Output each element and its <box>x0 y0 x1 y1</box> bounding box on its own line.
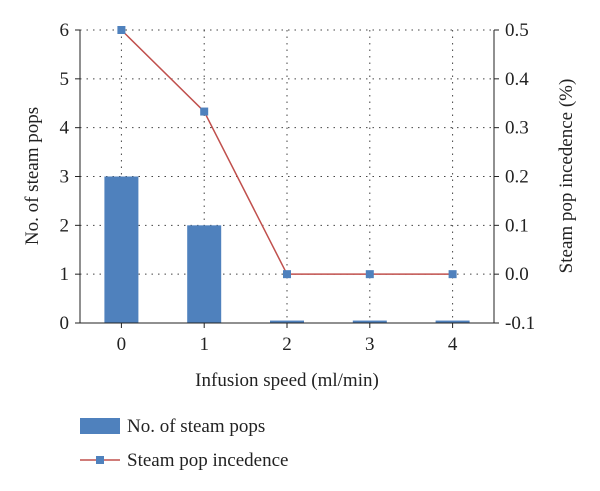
y-axis-left-title: No. of steam pops <box>22 107 43 245</box>
tick-label-x: 1 <box>199 334 209 355</box>
legend-bar-label: No. of steam pops <box>127 416 265 437</box>
point-2 <box>283 270 291 279</box>
tick-label-left: 6 <box>60 20 70 41</box>
legend-line-label: Steam pop incedence <box>127 450 288 471</box>
tick-label-right: 0.1 <box>505 215 529 236</box>
tick-label-left: 4 <box>60 118 70 139</box>
tick-label-left: 3 <box>60 167 70 188</box>
point-0 <box>117 26 126 34</box>
tick-label-left: 2 <box>60 215 70 236</box>
line-series <box>117 26 457 279</box>
bar-series <box>104 176 470 323</box>
tick-label-x: 3 <box>365 334 375 355</box>
bar-3 <box>352 320 387 323</box>
incidence-line <box>120 29 453 275</box>
grid <box>80 29 494 323</box>
y-axis-right-title: Steam pop incedence (%) <box>556 79 577 274</box>
bar-1 <box>187 225 222 323</box>
point-4 <box>448 270 457 279</box>
point-3 <box>365 270 374 279</box>
tick-label-left: 5 <box>60 69 70 90</box>
tick-label-x: 0 <box>117 334 127 355</box>
tick-label-x: 4 <box>448 334 458 355</box>
tick-label-x: 2 <box>282 334 292 355</box>
bar-0 <box>104 176 139 323</box>
tick-label-right: 0.3 <box>505 118 529 139</box>
legend-bar-swatch <box>80 418 120 434</box>
tick-label-right: 0.0 <box>505 264 529 285</box>
tick-label-left: 1 <box>60 264 70 285</box>
tick-label-right: 0.4 <box>505 69 529 90</box>
tick-label-right: -0.1 <box>505 313 535 334</box>
tick-labels: 0 1 2 3 4 5 6 -0.1 0.0 0.1 0.2 0.3 0.4 0.5 0 1 2 3 4 <box>60 20 536 355</box>
axes <box>75 29 499 328</box>
tick-label-right: 0.5 <box>505 20 529 41</box>
tick-label-right: 0.2 <box>505 167 529 188</box>
tick-label-left: 0 <box>60 313 70 334</box>
point-1 <box>200 107 209 116</box>
legend-line-marker <box>96 456 104 464</box>
bar-2 <box>270 320 304 323</box>
legend: No. of steam pops Steam pop incedence <box>80 416 288 471</box>
bar-4 <box>435 320 470 323</box>
x-axis-title: Infusion speed (ml/min) <box>195 370 379 391</box>
